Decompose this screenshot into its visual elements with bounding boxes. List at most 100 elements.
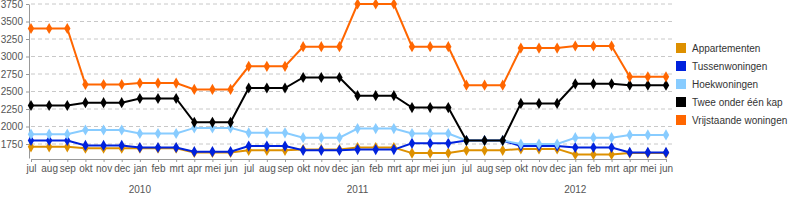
- x-tick-label: mrt: [169, 163, 184, 174]
- chart: 175020002250250027503000325035003750 jul a…: [0, 0, 800, 200]
- series-marker: [572, 142, 578, 153]
- x-tick-label: jun: [223, 163, 237, 174]
- series-marker: [300, 41, 306, 52]
- x-tick-mark: [394, 159, 395, 162]
- series-marker: [118, 140, 124, 151]
- x-tick: dec: [550, 159, 566, 174]
- series-marker: [64, 129, 70, 140]
- y-tick: 3000: [1, 51, 29, 62]
- series-marker: [264, 82, 270, 93]
- series: [28, 72, 669, 146]
- plot-area: [28, 0, 669, 160]
- grid-line: [31, 91, 672, 92]
- series-marker: [608, 40, 614, 51]
- series-marker: [282, 61, 288, 72]
- y-tick-label: 3000: [1, 51, 24, 62]
- x-tick: jul: [461, 159, 472, 174]
- x-tick-label: mrt: [605, 163, 620, 174]
- series-marker: [427, 41, 433, 52]
- series-marker: [155, 78, 161, 89]
- series-marker: [64, 100, 70, 111]
- series-marker: [155, 93, 161, 104]
- year-labels: 201020112012: [129, 184, 587, 195]
- x-tick: jun: [441, 159, 455, 174]
- x-tick-label: sep: [495, 163, 512, 174]
- x-tick-mark: [412, 159, 413, 162]
- series-marker: [354, 0, 360, 10]
- x-tick-mark: [557, 159, 558, 162]
- series-marker: [590, 142, 596, 153]
- x-tick-label: jul: [243, 163, 254, 174]
- x-tick-mark: [249, 159, 250, 162]
- x-tick: okt: [515, 159, 529, 174]
- series-marker: [445, 148, 451, 159]
- x-tick-label: okt: [79, 163, 93, 174]
- x-tick: sep: [495, 159, 512, 174]
- series-marker: [318, 41, 324, 52]
- series-marker: [282, 82, 288, 93]
- x-tick-label: jan: [133, 163, 147, 174]
- x-tick-mark: [666, 159, 667, 162]
- series-marker: [155, 128, 161, 139]
- series-line: [31, 141, 666, 153]
- series-marker: [481, 135, 487, 146]
- series-marker: [572, 132, 578, 143]
- series-marker: [64, 23, 70, 34]
- series-marker: [663, 71, 669, 82]
- x-tick: mei: [205, 159, 221, 174]
- x-tick: jun: [659, 159, 673, 174]
- series-marker: [82, 79, 88, 90]
- series-marker: [155, 142, 161, 153]
- series-marker: [173, 93, 179, 104]
- x-tick: dec: [332, 159, 348, 174]
- legend-swatch: [676, 97, 686, 107]
- y-axis: 175020002250250027503000325035003750: [1, 0, 30, 159]
- x-tick-mark: [448, 159, 449, 162]
- series-marker: [645, 71, 651, 82]
- series-marker: [590, 40, 596, 51]
- series-marker: [518, 98, 524, 109]
- x-tick-mark: [321, 159, 322, 162]
- series-marker: [336, 132, 342, 143]
- x-tick-label: mei: [423, 163, 439, 174]
- series-marker: [536, 43, 542, 54]
- series-marker: [245, 61, 251, 72]
- series-marker: [590, 78, 596, 89]
- x-tick-label: dec: [114, 163, 130, 174]
- series-line: [31, 4, 666, 89]
- series-marker: [391, 123, 397, 134]
- y-tick-label: 1750: [1, 139, 24, 150]
- series-marker: [46, 23, 52, 34]
- x-tick: apr: [405, 159, 420, 174]
- x-tick-label: nov: [96, 163, 112, 174]
- series-marker: [245, 82, 251, 93]
- x-tick-label: okt: [515, 163, 529, 174]
- series-marker: [463, 145, 469, 156]
- y-tick-mark: [26, 4, 29, 5]
- series-marker: [118, 124, 124, 135]
- series-marker: [354, 144, 360, 155]
- series-marker: [427, 138, 433, 149]
- x-tick-label: feb: [152, 163, 166, 174]
- y-tick-label: 3500: [1, 16, 24, 27]
- grid-line: [31, 74, 672, 75]
- series-marker: [209, 84, 215, 95]
- x-tick-mark: [648, 159, 649, 162]
- series-marker: [372, 0, 378, 10]
- series-marker: [28, 129, 34, 140]
- x-tick: sep: [277, 159, 294, 174]
- x-tick: jan: [133, 159, 147, 174]
- series-marker: [645, 148, 651, 159]
- series-marker: [118, 97, 124, 108]
- series-marker: [300, 144, 306, 155]
- series-marker: [626, 129, 632, 140]
- x-tick: dec: [114, 159, 130, 174]
- y-tick-mark: [26, 39, 29, 40]
- x-tick-mark: [122, 159, 123, 162]
- series-marker: [336, 41, 342, 52]
- x-tick: feb: [369, 159, 383, 174]
- x-tick: mrt: [169, 159, 184, 174]
- series-marker: [409, 41, 415, 52]
- series-marker: [372, 144, 378, 155]
- series-marker: [372, 123, 378, 134]
